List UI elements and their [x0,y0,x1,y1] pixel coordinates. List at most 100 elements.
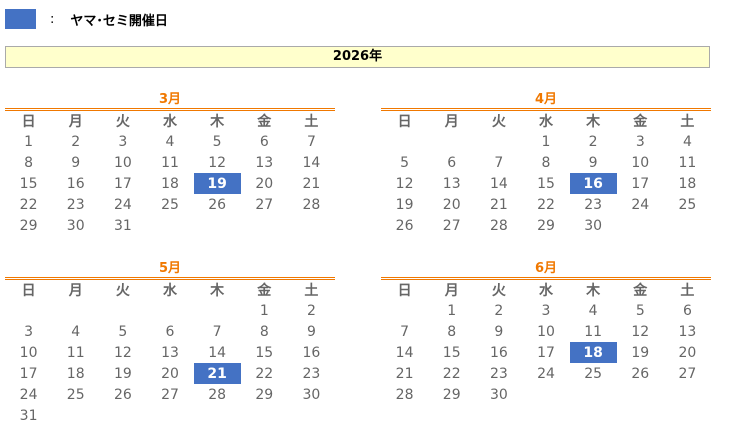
month-grid: 日月火水木金土 1 2 3 4 5 6 7 8 9 10 11 12 13 14 15 16 17 18 19 20 21… [381,111,711,236]
month-grid: 日月火水木金土 1 2 3 4 5 6 7 8 9 10 11 12 13 14 15 16 17 18 19 20 21… [5,111,335,236]
week-row: 17 18 19 20 21 22 23 [5,363,335,384]
day-cell: 3 [24,323,34,340]
weekday-header: 月 [68,114,83,130]
weekday-header: 土 [304,283,319,299]
day-cell: 17 [19,365,38,382]
day-cell: 16 [66,175,85,192]
day-cell: 3 [541,302,551,319]
month-title: 5月 [158,261,182,276]
day-cell: 25 [584,365,603,382]
day-cell: 16 [302,344,321,361]
day-cell: 6 [165,323,175,340]
day-cell: 9 [71,154,81,171]
event-day-cell: 21 [193,363,241,384]
weekday-header: 日 [21,283,36,299]
week-row: 1 2 3 4 [381,131,711,152]
day-cell: 20 [442,196,461,213]
day-cell: 3 [118,133,128,150]
month-divider [5,277,335,280]
day-cell: 29 [442,386,461,403]
day-cell: 2 [494,302,504,319]
calendar-march: 3月日月火水木金土 1 2 3 4 5 6 7 8 9 10 11 12 13 14 15 16 17 18 19 20… [5,93,335,236]
weekday-header: 水 [538,283,553,299]
weekday-header: 月 [444,114,459,130]
calendar-may: 5月日月火水木金土 1 2 3 4 5 6 7 8 9 10 11 12 13 14 15 16 17 18 19 20… [5,262,335,426]
weekday-header: 木 [586,283,601,299]
legend-swatch [5,9,36,29]
day-cell: 20 [161,365,179,382]
day-cell: 4 [165,133,175,150]
day-cell: 20 [255,175,274,192]
day-cell: 10 [113,154,132,171]
week-row: 3 4 5 6 7 8 9 [5,321,335,342]
day-cell: 9 [494,323,504,340]
day-cell: 4 [588,302,598,319]
day-cell: 27 [161,386,179,403]
legend-separator: : [50,11,55,27]
calendar-april: 4月日月火水木金土 1 2 3 4 5 6 7 8 9 10 11 12 13 14 15 16 17 18 19 20… [381,93,711,236]
day-cell: 19 [631,344,650,361]
day-cell: 8 [447,323,457,340]
day-cell [241,405,288,426]
day-cell [146,300,193,321]
day-cell: 6 [682,302,692,319]
day-cell [381,300,428,321]
day-cell: 6 [447,154,457,171]
day-cell: 11 [161,154,179,171]
day-cell: 30 [584,217,603,234]
weekday-header: 木 [210,114,225,130]
month-grid: 日月火水木金土 1 2 3 4 5 6 7 8 9 10 11 12 13 14 15 16 17 18 19 20 21… [381,280,711,405]
day-cell: 28 [395,386,414,403]
day-cell: 16 [489,344,508,361]
weekday-header: 木 [210,283,225,299]
day-cell: 11 [678,154,697,171]
weekday-header: 日 [397,114,412,130]
day-cell [664,384,711,405]
weekday-header: 土 [680,283,695,299]
weekday-header: 日 [21,114,36,130]
weekday-header: 木 [586,114,601,130]
day-cell [194,300,241,321]
week-row: 14 15 16 17 18 19 20 [381,342,711,363]
week-row: 29 30 31 [5,215,335,236]
day-cell: 18 [66,365,85,382]
event-day-cell: 16 [569,173,617,194]
day-cell: 24 [631,196,650,213]
weekday-header: 火 [491,114,506,130]
day-cell: 22 [537,196,555,213]
day-cell [99,405,146,426]
day-cell: 30 [66,217,85,234]
day-cell: 24 [113,196,132,213]
week-row: 15 16 17 18 19 20 21 [5,173,335,194]
day-cell: 14 [208,344,227,361]
day-cell [194,405,241,426]
day-cell: 30 [489,386,508,403]
day-cell: 26 [631,365,650,382]
weekday-header: 金 [633,283,648,299]
day-cell: 3 [635,133,645,150]
day-cell [570,384,617,405]
weekday-header: 金 [257,283,272,299]
day-cell: 14 [489,175,508,192]
day-cell: 19 [395,196,414,213]
day-cell: 12 [208,154,227,171]
weekday-header: 土 [680,114,695,130]
day-cell: 31 [113,217,132,234]
day-cell: 21 [302,175,321,192]
event-day-cell: 18 [569,342,617,363]
weekday-header: 水 [162,114,177,130]
day-cell: 5 [400,154,410,171]
day-cell: 29 [255,386,274,403]
day-cell: 19 [113,365,132,382]
day-cell: 7 [212,323,222,340]
day-cell: 9 [306,323,316,340]
day-cell: 12 [395,175,414,192]
day-cell: 10 [19,344,38,361]
day-cell: 28 [489,217,508,234]
weekday-header: 火 [491,283,506,299]
month-title: 6月 [534,261,558,276]
day-cell [428,131,475,152]
day-cell: 17 [113,175,132,192]
day-cell: 9 [588,154,598,171]
day-cell: 15 [442,344,461,361]
